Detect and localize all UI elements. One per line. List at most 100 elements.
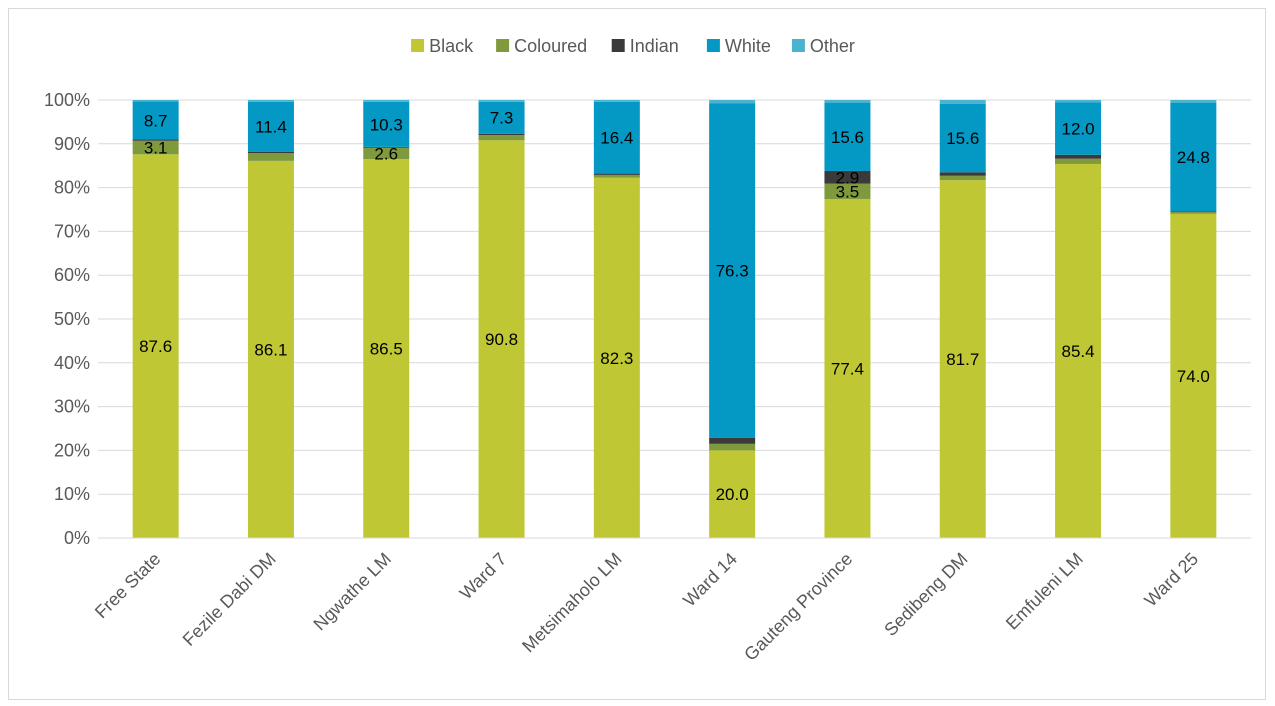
- x-tick-label: Ward 14: [679, 549, 741, 611]
- y-tick-label: 80%: [54, 178, 90, 198]
- data-label-white: 24.8: [1177, 148, 1210, 167]
- bar-other-ngwathe-lm: [363, 100, 410, 102]
- data-label-black: 86.1: [254, 340, 287, 359]
- y-tick-label: 10%: [54, 484, 90, 504]
- legend: Black Coloured Indian White Other: [411, 36, 855, 56]
- bar-white-free-state: [132, 101, 179, 140]
- bar-other-emfuleni-lm: [1055, 100, 1102, 103]
- bar-coloured-fezile-dabi-dm: [247, 152, 294, 161]
- bar-indian-ward-25: [1170, 211, 1217, 213]
- legend-label-black: Black: [429, 36, 474, 56]
- legend-label-other: Other: [810, 36, 855, 56]
- bar-white-sedibeng-dm: [939, 103, 986, 173]
- y-tick-label: 70%: [54, 221, 90, 241]
- data-labels: 87.6 3.1 8.7 86.1 11.4 86.5 2.6 10.3 90.8 7.3 82.3…: [139, 109, 1210, 504]
- legend-swatch-indian: [611, 39, 625, 52]
- bar-black-ward-7: [478, 140, 525, 538]
- x-tick-label: Ngwathe LM: [309, 549, 395, 635]
- data-label-white: 16.4: [600, 129, 633, 148]
- x-tick-label: Metsimaholo LM: [518, 549, 626, 657]
- bar-coloured-ward-25: [1170, 212, 1217, 214]
- bar-black-ward-25: [1170, 213, 1217, 538]
- x-tick-label: Ward 7: [456, 549, 511, 604]
- legend-label-coloured: Coloured: [514, 36, 587, 56]
- bar-other-ward-25: [1170, 100, 1217, 103]
- data-label-white: 12.0: [1062, 119, 1095, 138]
- x-tick-label: Sedibeng DM: [880, 549, 971, 640]
- data-label-black: 87.6: [139, 337, 172, 356]
- data-label-black: 74.0: [1177, 367, 1210, 386]
- bar-white-gauteng-province: [824, 102, 871, 171]
- bars: [132, 100, 1217, 539]
- bar-coloured-ngwathe-lm: [363, 147, 410, 160]
- data-label-black: 81.7: [946, 350, 979, 369]
- bar-black-metsimaholo-lm: [593, 177, 640, 538]
- bar-coloured-free-state: [132, 140, 179, 155]
- legend-label-white: White: [725, 36, 771, 56]
- bar-black-gauteng-province: [824, 198, 871, 538]
- bar-indian-ngwathe-lm: [363, 146, 410, 148]
- bar-white-ward-14: [709, 103, 756, 438]
- data-label-white: 7.3: [490, 109, 514, 128]
- bar-white-ward-25: [1170, 102, 1217, 212]
- bar-black-free-state: [132, 154, 179, 538]
- bar-black-ward-14: [709, 450, 756, 538]
- data-label-coloured: 3.1: [144, 139, 168, 158]
- x-tick-label: Ward 25: [1140, 549, 1202, 611]
- bar-coloured-ward-7: [478, 135, 525, 141]
- chart-frame: 0% 10% 20% 30% 40% 50% 60% 70% 80% 90% 100% Free St…: [8, 8, 1266, 700]
- bar-other-ward-7: [478, 100, 525, 102]
- x-tick-label: Gauteng Province: [740, 549, 856, 665]
- bar-indian-emfuleni-lm: [1055, 154, 1102, 159]
- bar-coloured-metsimaholo-lm: [593, 174, 640, 178]
- bar-other-ward-14: [709, 100, 756, 104]
- data-label-white: 10.3: [370, 115, 403, 134]
- bar-other-sedibeng-dm: [939, 100, 986, 104]
- bar-coloured-emfuleni-lm: [1055, 158, 1102, 164]
- stacked-bar-chart: 0% 10% 20% 30% 40% 50% 60% 70% 80% 90% 100% Free St…: [44, 36, 1251, 665]
- legend-swatch-white: [706, 39, 720, 52]
- bar-indian-metsimaholo-lm: [593, 173, 640, 175]
- data-label-black: 20.0: [716, 485, 749, 504]
- bar-other-metsimaholo-lm: [593, 100, 640, 102]
- y-tick-label: 40%: [54, 353, 90, 373]
- bar-black-fezile-dabi-dm: [247, 160, 294, 538]
- bar-white-ngwathe-lm: [363, 101, 410, 147]
- bar-coloured-gauteng-province: [824, 183, 871, 199]
- bar-white-ward-7: [478, 101, 525, 134]
- x-tick-label: Fezile Dabi DM: [179, 549, 280, 650]
- bar-other-fezile-dabi-dm: [247, 100, 294, 102]
- bar-indian-ward-14: [709, 437, 756, 444]
- bar-coloured-ward-14: [709, 443, 756, 451]
- data-label-white: 15.6: [831, 128, 864, 147]
- data-label-white: 11.4: [255, 118, 287, 137]
- data-label-white: 76.3: [716, 262, 749, 281]
- x-tick-label: Emfuleni LM: [1002, 549, 1087, 634]
- data-label-black: 90.8: [485, 330, 518, 349]
- legend-label-indian: Indian: [630, 36, 679, 56]
- y-tick-label: 90%: [54, 134, 90, 154]
- legend-swatch-other: [791, 39, 805, 52]
- legend-swatch-coloured: [496, 39, 510, 52]
- bar-other-gauteng-province: [824, 100, 871, 103]
- y-tick-label: 100%: [44, 90, 90, 110]
- data-label-coloured: 3.5: [836, 182, 860, 201]
- data-label-indian: 2.9: [836, 168, 860, 187]
- data-label-black: 77.4: [831, 359, 864, 378]
- data-label-white: 15.6: [946, 129, 979, 148]
- bar-black-sedibeng-dm: [939, 180, 986, 539]
- y-tick-label: 50%: [54, 309, 90, 329]
- y-tick-label: 60%: [54, 265, 90, 285]
- bar-coloured-sedibeng-dm: [939, 175, 986, 181]
- bar-white-metsimaholo-lm: [593, 101, 640, 174]
- bar-indian-free-state: [132, 139, 179, 141]
- bar-indian-gauteng-province: [824, 170, 871, 184]
- bar-white-emfuleni-lm: [1055, 102, 1102, 155]
- data-label-black: 82.3: [600, 349, 633, 368]
- bar-white-fezile-dabi-dm: [247, 101, 294, 152]
- data-label-black: 86.5: [370, 340, 403, 359]
- data-label-coloured: 2.6: [374, 144, 398, 163]
- bar-black-ngwathe-lm: [363, 159, 410, 538]
- data-label-white: 8.7: [144, 111, 168, 130]
- legend-swatch-black: [411, 39, 425, 52]
